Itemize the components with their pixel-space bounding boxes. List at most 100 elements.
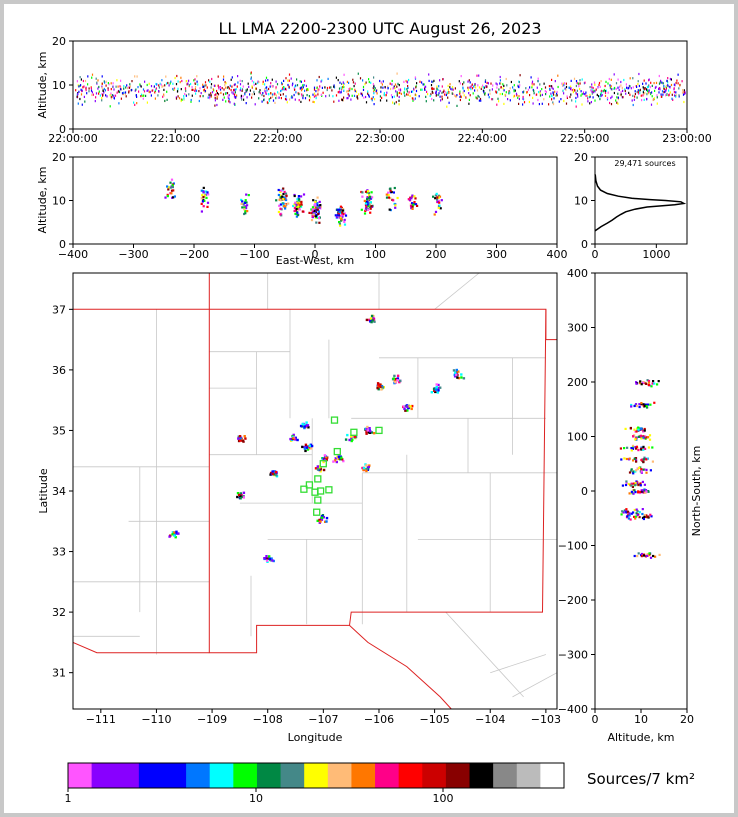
time-source-point: [684, 92, 686, 95]
time-source-point: [597, 95, 600, 98]
time-source-point: [673, 91, 675, 94]
northsouth-source-point: [640, 446, 643, 449]
time-source-point: [659, 88, 661, 91]
time-source-point: [533, 92, 535, 95]
time-source-point: [94, 100, 96, 103]
plan-source-point: [362, 468, 365, 472]
time-source-point: [296, 78, 298, 81]
eastwest-source-point: [367, 191, 371, 195]
time-source-point: [473, 85, 475, 88]
time-source-point: [161, 79, 163, 82]
time-source-point: [449, 83, 451, 86]
time-tick-label: 22:30:00: [355, 132, 404, 145]
station-marker: [330, 416, 339, 424]
time-source-point: [91, 76, 93, 79]
eastwest-source-point: [241, 200, 244, 203]
time-source-point: [272, 85, 274, 88]
time-source-point: [332, 95, 334, 98]
time-source-point: [98, 92, 100, 95]
time-source-point: [508, 90, 510, 93]
time-source-point: [503, 102, 505, 105]
time-source-point: [140, 95, 142, 98]
time-source-point: [439, 95, 441, 98]
time-source-point: [605, 89, 607, 92]
eastwest-source-point: [277, 210, 280, 214]
time-source-point: [454, 94, 456, 97]
time-source-point: [233, 89, 235, 93]
time-source-point: [469, 94, 471, 97]
time-source-point: [582, 91, 585, 94]
time-source-point: [285, 87, 287, 90]
time-source-point: [682, 89, 684, 92]
time-source-point: [146, 89, 148, 92]
time-source-point: [634, 90, 636, 93]
figure-frame: LL LMA 2200-2300 UTC August 26, 2023 22:…: [4, 4, 734, 813]
time-source-point: [557, 74, 559, 77]
time-source-point: [446, 91, 449, 94]
time-source-point: [459, 95, 461, 98]
time-source-point: [414, 76, 416, 79]
latitude-tick-label: 32: [52, 606, 66, 619]
time-source-point: [468, 92, 470, 95]
time-source-point: [146, 83, 148, 87]
eastwest-source-point: [280, 189, 283, 192]
time-source-point: [286, 101, 288, 104]
time-source-point: [338, 99, 340, 102]
time-source-point: [396, 91, 398, 94]
time-source-point: [622, 96, 624, 99]
station-marker: [325, 486, 333, 494]
time-source-point: [333, 85, 335, 88]
time-source-point: [220, 91, 222, 94]
plan-source-point: [305, 421, 308, 424]
eastwest-source-point: [341, 211, 344, 214]
time-source-point: [98, 90, 100, 93]
eastwest-source-point: [316, 208, 319, 211]
time-source-point: [389, 82, 391, 85]
time-source-point: [225, 100, 227, 103]
eastwest-source-point: [282, 198, 285, 201]
eastwest-source-point: [440, 199, 443, 202]
time-source-point: [601, 94, 603, 97]
time-source-point: [328, 94, 330, 97]
time-source-point: [280, 93, 282, 96]
eastwest-source-point: [369, 207, 372, 210]
eastwest-source-point: [169, 186, 172, 189]
time-source-point: [262, 80, 264, 83]
northsouth-source-point: [643, 429, 646, 432]
time-source-point: [222, 78, 225, 81]
time-source-point: [158, 86, 160, 89]
plan-source-point: [269, 473, 272, 476]
time-source-point: [539, 94, 542, 97]
eastwest-source-point: [387, 194, 390, 197]
eastwest-source-point: [364, 209, 367, 212]
eastwest-source-point: [361, 191, 364, 194]
time-source-point: [104, 81, 106, 84]
plan-source-point: [365, 318, 369, 322]
time-source-point: [123, 85, 125, 88]
time-source-point: [500, 86, 502, 89]
time-source-point: [618, 88, 620, 91]
time-source-point: [549, 88, 551, 91]
time-source-point: [684, 90, 686, 93]
plan-source-point: [456, 376, 459, 379]
time-source-point: [428, 79, 430, 82]
plan-source-point: [396, 377, 400, 380]
time-source-point: [616, 101, 618, 104]
time-source-point: [531, 84, 533, 87]
time-source-point: [198, 99, 200, 103]
eastwest-source-point: [293, 194, 296, 198]
time-source-point: [600, 94, 602, 98]
time-source-point: [604, 84, 606, 88]
time-source-point: [255, 87, 257, 90]
plan-source-point: [303, 426, 306, 430]
time-source-point: [541, 102, 543, 105]
time-source-point: [593, 91, 595, 94]
eastwest-source-point: [279, 194, 282, 197]
eastwest-source-point: [407, 198, 410, 201]
time-source-point: [441, 98, 443, 101]
time-source-point: [116, 79, 118, 82]
plan-source-point: [307, 426, 310, 429]
plan-source-point: [324, 520, 327, 523]
time-source-point: [636, 91, 638, 94]
eastwest-source-point: [339, 205, 342, 208]
